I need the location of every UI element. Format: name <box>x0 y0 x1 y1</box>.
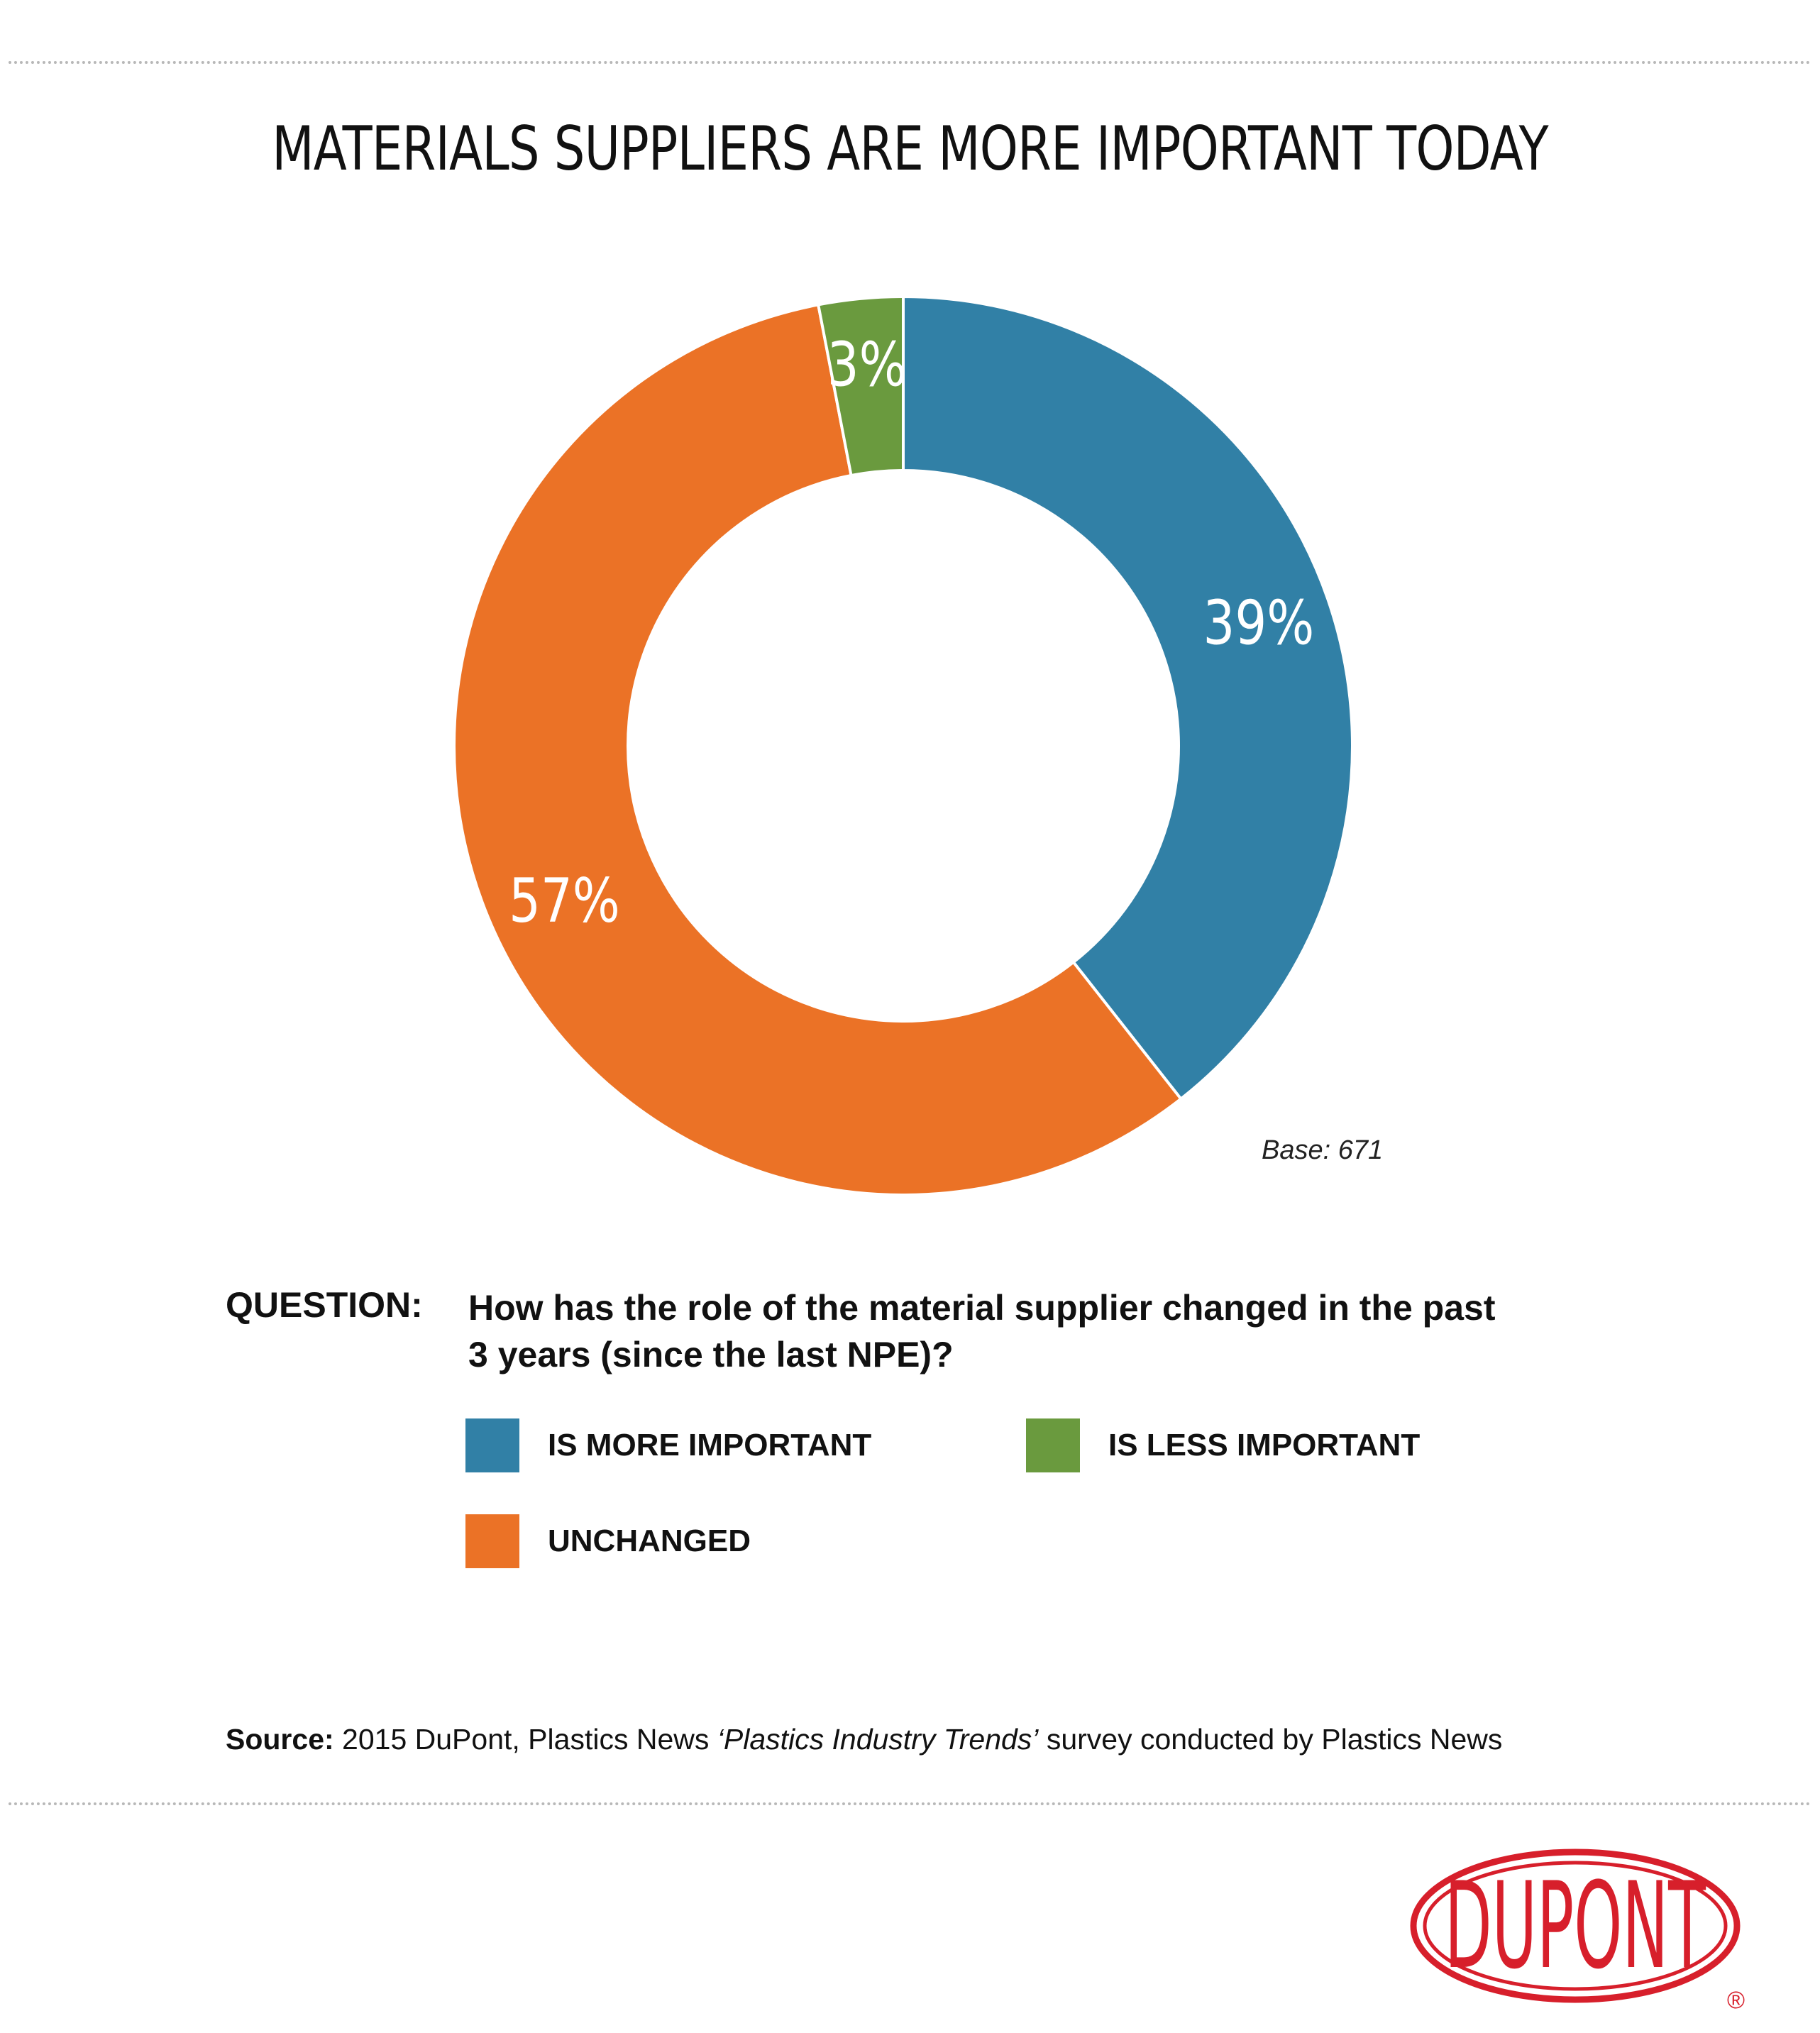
legend-swatch <box>1026 1418 1080 1472</box>
slice-unchanged <box>452 303 1184 1196</box>
label-less-important: 3% <box>827 329 907 401</box>
source-note: Source: 2015 DuPont, Plastics News ‘Plas… <box>226 1723 1502 1756</box>
slice-more-important <box>902 294 1354 1101</box>
source-label: Source: <box>226 1723 334 1756</box>
base-note: Base: 671 <box>1262 1135 1384 1165</box>
dupont-logo: DUPONT ® <box>1410 1849 1745 2014</box>
legend-swatch <box>465 1514 519 1568</box>
legend-label: IS MORE IMPORTANT <box>548 1428 872 1462</box>
legend-swatch <box>465 1418 519 1472</box>
donut-chart: 39% 57% 3% <box>452 294 1354 1196</box>
donut-slices <box>452 294 1354 1196</box>
legend-label: UNCHANGED <box>548 1524 751 1558</box>
source-survey-title: ‘Plastics Industry Trends’ <box>717 1723 1039 1756</box>
logo-oval-inner <box>1423 1861 1728 1991</box>
legend-item-unchanged: UNCHANGED <box>465 1514 751 1568</box>
logo-registered-mark: ® <box>1727 1987 1745 2014</box>
source-text-end: survey conducted by Plastics News <box>1038 1723 1503 1756</box>
chart-title: MATERIALS SUPPLIERS ARE MORE IMPORTANT T… <box>272 114 1548 184</box>
legend-item-more-important: IS MORE IMPORTANT <box>465 1418 871 1472</box>
bottom-divider <box>9 1802 1811 1805</box>
legend-item-less-important: IS LESS IMPORTANT <box>1026 1418 1420 1472</box>
question-text: How has the role of the material supplie… <box>468 1288 1496 1374</box>
slice-labels: 39% 57% 3% <box>509 329 1314 937</box>
question-label: QUESTION: <box>226 1285 423 1325</box>
label-unchanged: 57% <box>509 865 620 937</box>
logo-wordmark: DUPONT <box>1445 1856 1706 1995</box>
slice-less-important <box>816 294 905 478</box>
top-divider <box>9 61 1811 64</box>
logo-oval-outer <box>1410 1849 1741 2003</box>
label-more-important: 39% <box>1203 588 1314 659</box>
legend-label: IS LESS IMPORTANT <box>1108 1428 1421 1462</box>
source-text: 2015 DuPont, Plastics News <box>333 1723 717 1756</box>
